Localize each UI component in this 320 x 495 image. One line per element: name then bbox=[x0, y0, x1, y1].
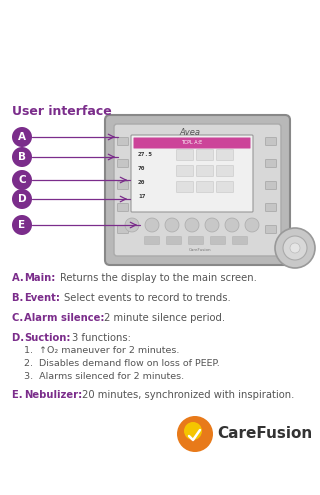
Text: Avea: Avea bbox=[179, 128, 200, 137]
FancyBboxPatch shape bbox=[196, 149, 213, 160]
Text: 3 functions:: 3 functions: bbox=[72, 333, 131, 343]
FancyBboxPatch shape bbox=[211, 237, 226, 245]
FancyBboxPatch shape bbox=[117, 159, 129, 167]
Circle shape bbox=[12, 127, 32, 147]
FancyBboxPatch shape bbox=[166, 237, 181, 245]
Text: User interface: User interface bbox=[12, 105, 112, 118]
Circle shape bbox=[225, 218, 239, 232]
Text: Alarm silence:: Alarm silence: bbox=[24, 313, 105, 323]
FancyBboxPatch shape bbox=[266, 203, 276, 211]
Text: B: B bbox=[18, 152, 26, 162]
Text: AVEA® ventilator quick tips: AVEA® ventilator quick tips bbox=[12, 328, 320, 348]
Text: E.: E. bbox=[12, 390, 26, 400]
Text: Critical care ventilation: Critical care ventilation bbox=[12, 374, 142, 384]
Circle shape bbox=[12, 147, 32, 167]
Text: A.: A. bbox=[12, 273, 27, 283]
FancyBboxPatch shape bbox=[266, 138, 276, 146]
Text: 70: 70 bbox=[138, 166, 146, 171]
FancyBboxPatch shape bbox=[196, 182, 213, 193]
Text: 20: 20 bbox=[138, 180, 146, 185]
Circle shape bbox=[205, 218, 219, 232]
Circle shape bbox=[12, 170, 32, 190]
Text: CareFusion: CareFusion bbox=[217, 427, 312, 442]
FancyBboxPatch shape bbox=[217, 182, 234, 193]
Text: CareFusion: CareFusion bbox=[189, 248, 211, 252]
Text: C.: C. bbox=[12, 313, 27, 323]
Circle shape bbox=[12, 189, 32, 209]
Text: 27.5: 27.5 bbox=[138, 152, 153, 157]
Circle shape bbox=[185, 218, 199, 232]
Circle shape bbox=[145, 218, 159, 232]
FancyBboxPatch shape bbox=[114, 124, 281, 256]
Circle shape bbox=[275, 228, 315, 268]
Text: 2.  Disables demand flow on loss of PEEP.: 2. Disables demand flow on loss of PEEP. bbox=[24, 359, 220, 368]
FancyBboxPatch shape bbox=[233, 237, 247, 245]
FancyBboxPatch shape bbox=[266, 159, 276, 167]
Circle shape bbox=[165, 218, 179, 232]
FancyBboxPatch shape bbox=[131, 135, 253, 212]
FancyBboxPatch shape bbox=[117, 226, 129, 234]
Text: B.: B. bbox=[12, 293, 27, 303]
Text: D: D bbox=[18, 194, 26, 204]
FancyBboxPatch shape bbox=[266, 182, 276, 190]
Text: Select events to record to trends.: Select events to record to trends. bbox=[64, 293, 231, 303]
Text: 2 minute silence period.: 2 minute silence period. bbox=[104, 313, 225, 323]
FancyBboxPatch shape bbox=[217, 165, 234, 177]
Text: D.: D. bbox=[12, 333, 28, 343]
FancyBboxPatch shape bbox=[177, 182, 194, 193]
Text: E: E bbox=[19, 220, 26, 230]
Text: Nebulizer:: Nebulizer: bbox=[24, 390, 82, 400]
Text: Main:: Main: bbox=[24, 273, 55, 283]
Text: C: C bbox=[18, 175, 26, 185]
Circle shape bbox=[290, 243, 300, 253]
FancyBboxPatch shape bbox=[133, 138, 251, 148]
Circle shape bbox=[245, 218, 259, 232]
Text: TCPL A:E: TCPL A:E bbox=[181, 140, 203, 145]
Text: Event:: Event: bbox=[24, 293, 60, 303]
Text: 1.  ↑O₂ maneuver for 2 minutes.: 1. ↑O₂ maneuver for 2 minutes. bbox=[24, 346, 180, 355]
FancyBboxPatch shape bbox=[117, 203, 129, 211]
Circle shape bbox=[283, 236, 307, 260]
Text: 20 minutes, synchronized with inspiration.: 20 minutes, synchronized with inspiratio… bbox=[82, 390, 294, 400]
FancyBboxPatch shape bbox=[105, 115, 290, 265]
FancyBboxPatch shape bbox=[188, 237, 204, 245]
FancyBboxPatch shape bbox=[117, 182, 129, 190]
Circle shape bbox=[184, 422, 202, 440]
Text: 3.  Alarms silenced for 2 minutes.: 3. Alarms silenced for 2 minutes. bbox=[24, 372, 184, 381]
FancyBboxPatch shape bbox=[266, 226, 276, 234]
Text: A: A bbox=[18, 132, 26, 142]
Text: Suction:: Suction: bbox=[24, 333, 70, 343]
Text: Returns the display to the main screen.: Returns the display to the main screen. bbox=[60, 273, 257, 283]
FancyBboxPatch shape bbox=[145, 237, 159, 245]
FancyBboxPatch shape bbox=[177, 165, 194, 177]
Circle shape bbox=[125, 218, 139, 232]
FancyBboxPatch shape bbox=[217, 149, 234, 160]
FancyBboxPatch shape bbox=[196, 165, 213, 177]
Circle shape bbox=[177, 416, 213, 452]
Text: 17: 17 bbox=[138, 194, 146, 199]
Circle shape bbox=[12, 215, 32, 235]
FancyBboxPatch shape bbox=[177, 149, 194, 160]
FancyBboxPatch shape bbox=[117, 138, 129, 146]
